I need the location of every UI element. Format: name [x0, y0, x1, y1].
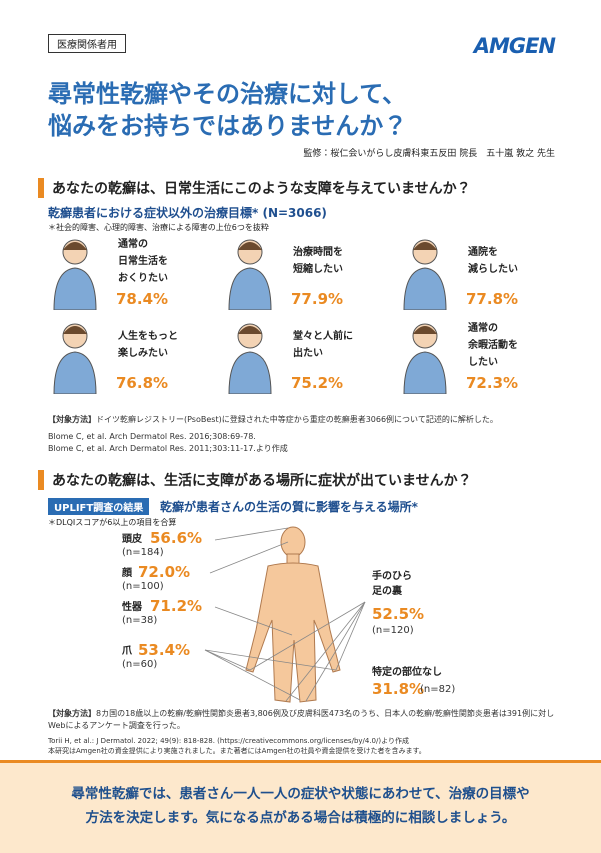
- item-label: 通常の: [468, 323, 498, 334]
- item-percent: 77.8%: [466, 290, 519, 308]
- person-icon: [228, 323, 272, 395]
- item-label: 減らしたい: [468, 264, 518, 275]
- illustration: [215, 316, 285, 395]
- person-icon: [403, 323, 447, 395]
- part-percent: 72.0%: [138, 563, 191, 581]
- method: 8カ国の18歳以上の乾癬/乾癬性関節炎患者3,806例及び皮膚科医473名のうち…: [48, 709, 555, 730]
- part-percent: 53.4%: [138, 641, 191, 659]
- part-name: 頭皮: [122, 534, 142, 545]
- part-name: 手のひら 足の裏: [372, 571, 412, 597]
- part-n: (n=60): [122, 659, 158, 670]
- footer-text: 尋常性乾癬では、患者さん一人一人の症状や状態にあわせて、治療の目標や: [71, 786, 530, 802]
- item-percent: 76.8%: [116, 374, 169, 392]
- item-percent: 77.9%: [291, 290, 344, 308]
- item-label: 余暇活動を: [468, 340, 518, 351]
- part-percent: 56.6%: [150, 529, 203, 547]
- person-icon: [53, 323, 97, 395]
- item-label: 通常の: [118, 239, 148, 250]
- person-icon: [53, 239, 97, 311]
- reference: Blome C, et al. Arch Dermatol Res. 2011;…: [48, 444, 288, 453]
- item-percent: 78.4%: [116, 290, 169, 308]
- badge: 医療関係者用: [48, 34, 126, 53]
- item-percent: 75.2%: [291, 374, 344, 392]
- reference: Torii H, et al.: J Dermatol. 2022; 49(9)…: [48, 737, 409, 745]
- item-label: 人生をもっと: [118, 331, 178, 342]
- title: 尋常性乾癬やその治療に対して、: [48, 80, 407, 108]
- subtitle: 乾癬が患者さんの生活の質に影響を与える場所*: [160, 500, 418, 514]
- person-icon: [403, 239, 447, 311]
- method-label: 【対象方法】: [48, 709, 96, 718]
- reference: 本研究はAmgen社の資金提供により実施されました。また著者にはAmgen社の社…: [48, 747, 426, 755]
- section-heading: あなたの乾癬は、生活に支障がある場所に症状が出ていませんか？: [38, 470, 472, 490]
- logo: AMGEN: [473, 34, 556, 58]
- section-heading: あなたの乾癬は、日常生活にこのような支障を与えていませんか？: [38, 178, 471, 198]
- title: 悩みをお持ちではありませんか？: [48, 112, 408, 140]
- part-n: (n=184): [122, 547, 164, 558]
- item-label: したい: [468, 357, 498, 368]
- part-n: (n=82): [420, 684, 456, 695]
- item-label: 治療時間を: [293, 247, 343, 258]
- illustration: [215, 232, 285, 311]
- note: ＊DLQIスコアが6以上の項目を合算: [48, 518, 177, 527]
- item-percent: 72.3%: [466, 374, 519, 392]
- method-label: 【対象方法】: [48, 415, 96, 424]
- supervisor: 監修：桜仁会いがらし皮膚科東五反田 院長 五十嵐 敦之 先生: [303, 149, 555, 159]
- item-label: 堂々と人前に: [293, 331, 353, 342]
- item-label: 楽しみたい: [118, 348, 168, 359]
- part-name: 爪: [122, 646, 132, 657]
- part-name: 特定の部位なし: [372, 667, 442, 678]
- part-percent: 52.5%: [372, 605, 425, 623]
- item-label: 通院を: [468, 247, 498, 258]
- part-n: (n=100): [122, 581, 164, 592]
- item-label: 出たい: [293, 348, 323, 359]
- illustration: [390, 232, 460, 311]
- method: ドイツ乾癬レジストリー(PsoBest)に登録された中等症から重症の乾癬患者30…: [96, 415, 498, 424]
- footer: [0, 760, 601, 853]
- illustration: [40, 316, 110, 395]
- reference: Blome C, et al. Arch Dermatol Res. 2016;…: [48, 432, 256, 441]
- subtitle: 乾癬患者における症状以外の治療目標* (N=3066): [48, 206, 327, 220]
- item-label: おくりたい: [118, 273, 168, 284]
- part-n: (n=120): [372, 625, 414, 636]
- part-percent: 71.2%: [150, 597, 203, 615]
- illustration: [390, 316, 460, 395]
- person-icon: [228, 239, 272, 311]
- part-n: (n=38): [122, 615, 158, 626]
- badge: UPLIFT調査の結果: [48, 498, 150, 515]
- footer-text: 方法を決定します。気になる点がある場合は積極的に相談しましょう。: [85, 810, 516, 826]
- part-percent: 31.8%: [372, 680, 425, 698]
- body-figure: [204, 526, 366, 703]
- item-label: 短縮したい: [293, 264, 343, 275]
- note: ＊社会的障害、心理的障害、治療による障害の上位6つを抜粋: [48, 223, 269, 232]
- part-name: 顔: [122, 568, 132, 579]
- item-label: 日常生活を: [118, 256, 168, 267]
- illustration: [40, 232, 110, 311]
- part-name: 性器: [122, 602, 142, 613]
